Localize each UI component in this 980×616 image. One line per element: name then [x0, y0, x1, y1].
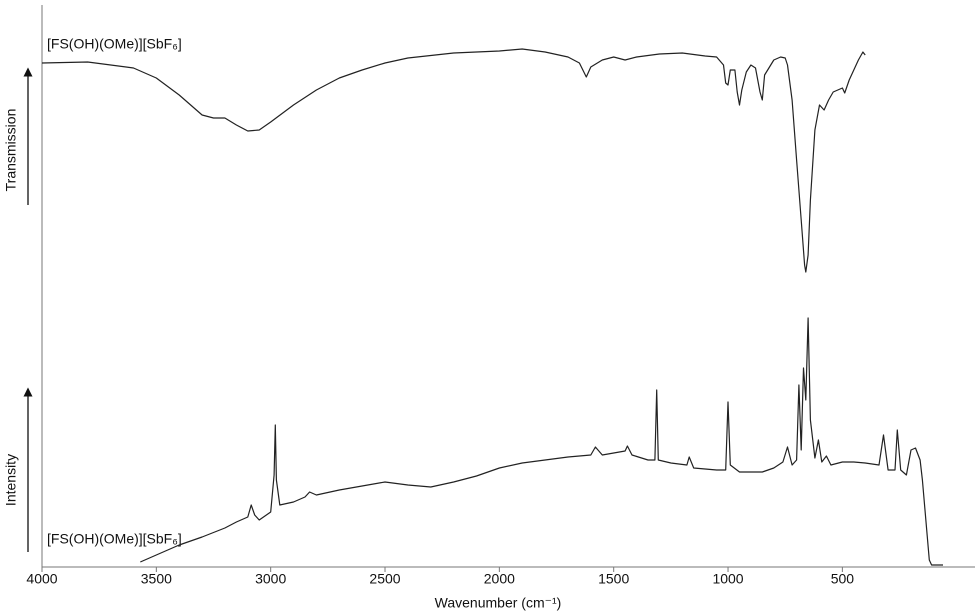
spectrum-line	[41, 48, 866, 273]
spectrum-line	[140, 317, 943, 566]
x-axis-title: Wavenumber (cm⁻¹)	[435, 595, 562, 611]
y-label: Intensity	[3, 454, 19, 506]
series-label: [FS(OH)(OMe)][SbF₆]	[47, 36, 182, 52]
x-tick-label: 3000	[255, 571, 286, 587]
x-tick-label: 2000	[484, 571, 515, 587]
x-tick-label: 1500	[598, 571, 629, 587]
x-tick-label: 4000	[26, 571, 57, 587]
x-tick-label: 2500	[369, 571, 400, 587]
y-label: Transmission	[3, 109, 19, 192]
series-label: [FS(OH)(OMe)][SbF₆]	[47, 531, 182, 547]
x-tick-label: 500	[831, 571, 855, 587]
x-tick-label: 1000	[712, 571, 743, 587]
x-tick-label: 3500	[141, 571, 172, 587]
